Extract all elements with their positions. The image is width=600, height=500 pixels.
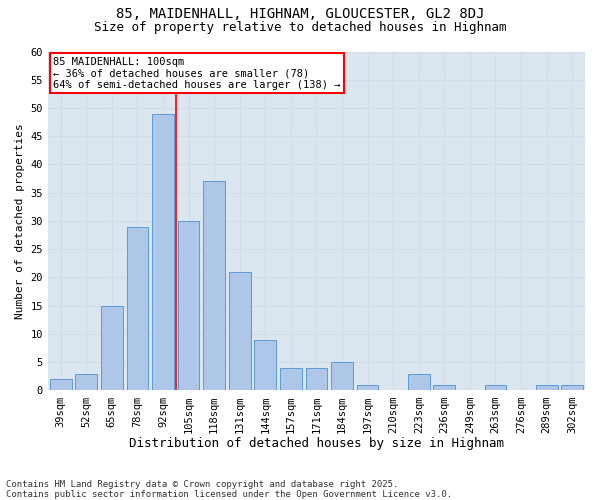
Bar (485, 385, 506, 390)
Text: 85, MAIDENHALL, HIGHNAM, GLOUCESTER, GL2 8DJ: 85, MAIDENHALL, HIGHNAM, GLOUCESTER, GL2… (116, 8, 484, 22)
Y-axis label: Number of detached properties: Number of detached properties (15, 123, 25, 319)
Bar (178, 221, 199, 390)
Bar (152, 114, 174, 390)
Bar (305, 368, 328, 390)
Bar (101, 306, 123, 390)
Bar (280, 368, 302, 390)
Bar (50, 379, 71, 390)
Bar (76, 374, 97, 390)
X-axis label: Distribution of detached houses by size in Highnam: Distribution of detached houses by size … (129, 437, 504, 450)
Bar (203, 182, 225, 390)
Bar (433, 385, 455, 390)
Bar (229, 272, 251, 390)
Bar (127, 226, 148, 390)
Bar (331, 362, 353, 390)
Bar (254, 340, 276, 390)
Bar (408, 374, 430, 390)
Text: 85 MAIDENHALL: 100sqm
← 36% of detached houses are smaller (78)
64% of semi-deta: 85 MAIDENHALL: 100sqm ← 36% of detached … (53, 56, 341, 90)
Bar (562, 385, 583, 390)
Text: Size of property relative to detached houses in Highnam: Size of property relative to detached ho… (94, 21, 506, 34)
Bar (357, 385, 379, 390)
Bar (536, 385, 557, 390)
Text: Contains HM Land Registry data © Crown copyright and database right 2025.
Contai: Contains HM Land Registry data © Crown c… (6, 480, 452, 499)
